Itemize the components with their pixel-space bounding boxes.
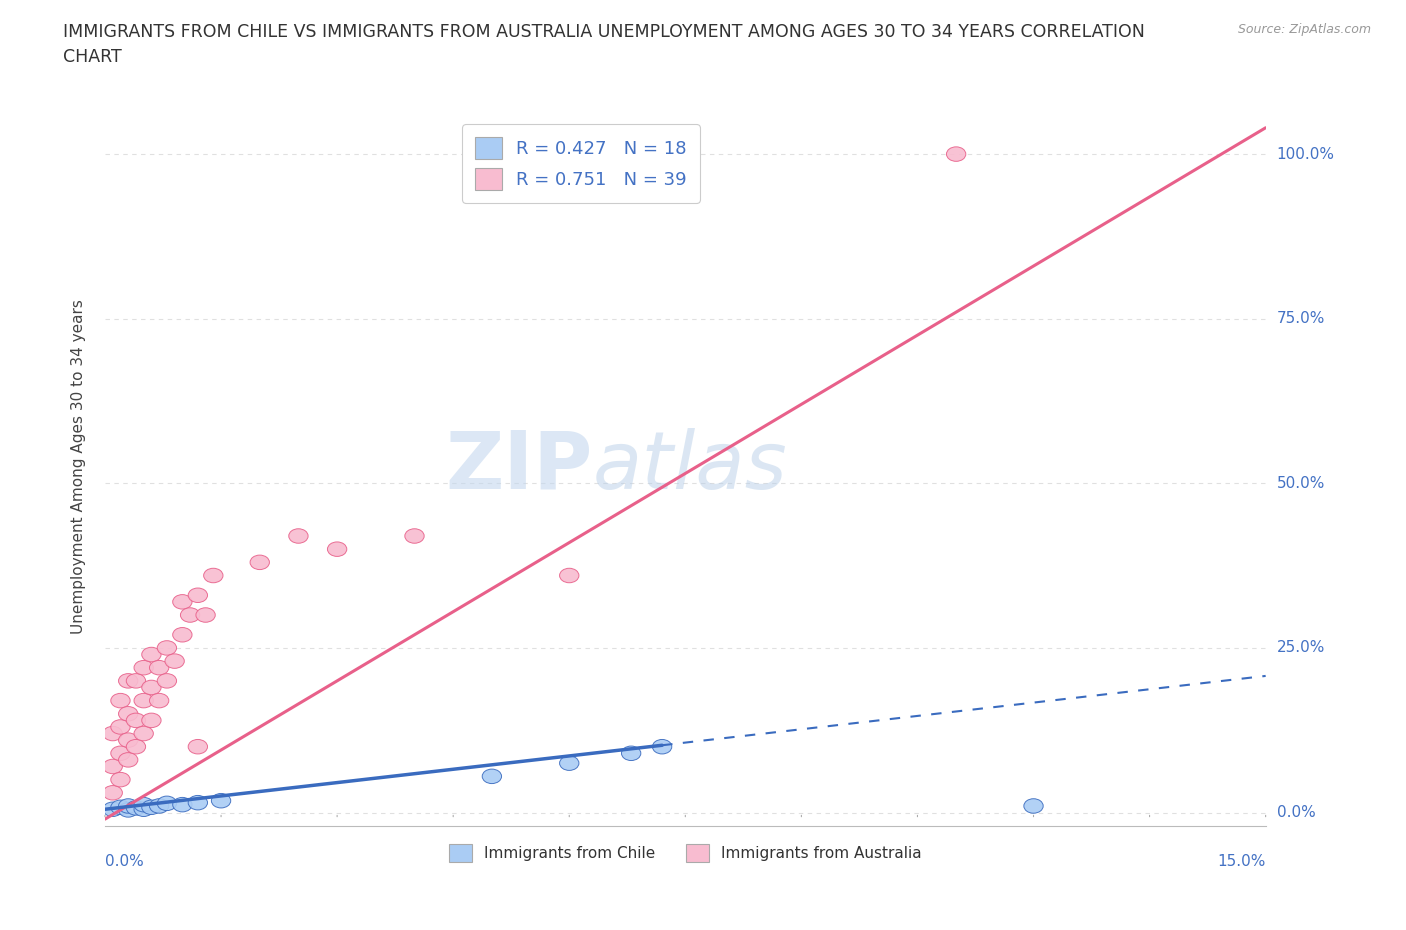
Ellipse shape bbox=[157, 796, 177, 811]
Ellipse shape bbox=[127, 739, 146, 754]
Ellipse shape bbox=[118, 799, 138, 813]
Ellipse shape bbox=[149, 799, 169, 813]
Ellipse shape bbox=[118, 733, 138, 748]
Ellipse shape bbox=[157, 673, 177, 688]
Text: 75.0%: 75.0% bbox=[1277, 312, 1324, 326]
Ellipse shape bbox=[134, 660, 153, 675]
Ellipse shape bbox=[127, 801, 146, 816]
Ellipse shape bbox=[188, 739, 208, 754]
Ellipse shape bbox=[118, 707, 138, 721]
Text: 50.0%: 50.0% bbox=[1277, 476, 1324, 491]
Ellipse shape bbox=[157, 641, 177, 655]
Text: 15.0%: 15.0% bbox=[1218, 854, 1265, 869]
Text: atlas: atlas bbox=[592, 428, 787, 506]
Ellipse shape bbox=[188, 795, 208, 810]
Ellipse shape bbox=[134, 797, 153, 812]
Legend: Immigrants from Chile, Immigrants from Australia: Immigrants from Chile, Immigrants from A… bbox=[443, 837, 928, 869]
Ellipse shape bbox=[165, 654, 184, 669]
Ellipse shape bbox=[142, 713, 162, 727]
Ellipse shape bbox=[482, 769, 502, 784]
Ellipse shape bbox=[1024, 799, 1043, 813]
Ellipse shape bbox=[621, 746, 641, 761]
Ellipse shape bbox=[103, 802, 122, 817]
Ellipse shape bbox=[188, 588, 208, 603]
Ellipse shape bbox=[328, 542, 347, 556]
Ellipse shape bbox=[134, 694, 153, 708]
Ellipse shape bbox=[103, 726, 122, 741]
Ellipse shape bbox=[173, 797, 193, 812]
Ellipse shape bbox=[118, 673, 138, 688]
Ellipse shape bbox=[103, 786, 122, 800]
Ellipse shape bbox=[149, 694, 169, 708]
Ellipse shape bbox=[204, 568, 224, 583]
Ellipse shape bbox=[111, 800, 131, 815]
Ellipse shape bbox=[560, 756, 579, 770]
Ellipse shape bbox=[173, 594, 193, 609]
Ellipse shape bbox=[250, 555, 270, 569]
Ellipse shape bbox=[111, 720, 131, 734]
Ellipse shape bbox=[134, 802, 153, 817]
Ellipse shape bbox=[127, 713, 146, 727]
Ellipse shape bbox=[599, 147, 617, 161]
Ellipse shape bbox=[103, 759, 122, 774]
Ellipse shape bbox=[118, 752, 138, 767]
Ellipse shape bbox=[946, 147, 966, 161]
Text: ZIP: ZIP bbox=[446, 428, 592, 506]
Ellipse shape bbox=[149, 660, 169, 675]
Text: 0.0%: 0.0% bbox=[1277, 805, 1316, 820]
Text: IMMIGRANTS FROM CHILE VS IMMIGRANTS FROM AUSTRALIA UNEMPLOYMENT AMONG AGES 30 TO: IMMIGRANTS FROM CHILE VS IMMIGRANTS FROM… bbox=[63, 23, 1144, 66]
Ellipse shape bbox=[127, 673, 146, 688]
Ellipse shape bbox=[142, 680, 162, 695]
Ellipse shape bbox=[560, 568, 579, 583]
Y-axis label: Unemployment Among Ages 30 to 34 years: Unemployment Among Ages 30 to 34 years bbox=[72, 299, 86, 634]
Text: 0.0%: 0.0% bbox=[105, 854, 143, 869]
Ellipse shape bbox=[405, 529, 425, 543]
Ellipse shape bbox=[111, 773, 131, 787]
Ellipse shape bbox=[211, 793, 231, 808]
Text: 100.0%: 100.0% bbox=[1277, 147, 1334, 162]
Ellipse shape bbox=[118, 803, 138, 817]
Ellipse shape bbox=[180, 608, 200, 622]
Ellipse shape bbox=[134, 726, 153, 741]
Ellipse shape bbox=[111, 746, 131, 761]
Ellipse shape bbox=[111, 694, 131, 708]
Text: 25.0%: 25.0% bbox=[1277, 641, 1324, 656]
Ellipse shape bbox=[173, 628, 193, 642]
Ellipse shape bbox=[652, 739, 672, 754]
Ellipse shape bbox=[142, 800, 162, 815]
Text: Source: ZipAtlas.com: Source: ZipAtlas.com bbox=[1237, 23, 1371, 36]
Ellipse shape bbox=[142, 647, 162, 662]
Ellipse shape bbox=[195, 608, 215, 622]
Ellipse shape bbox=[288, 529, 308, 543]
